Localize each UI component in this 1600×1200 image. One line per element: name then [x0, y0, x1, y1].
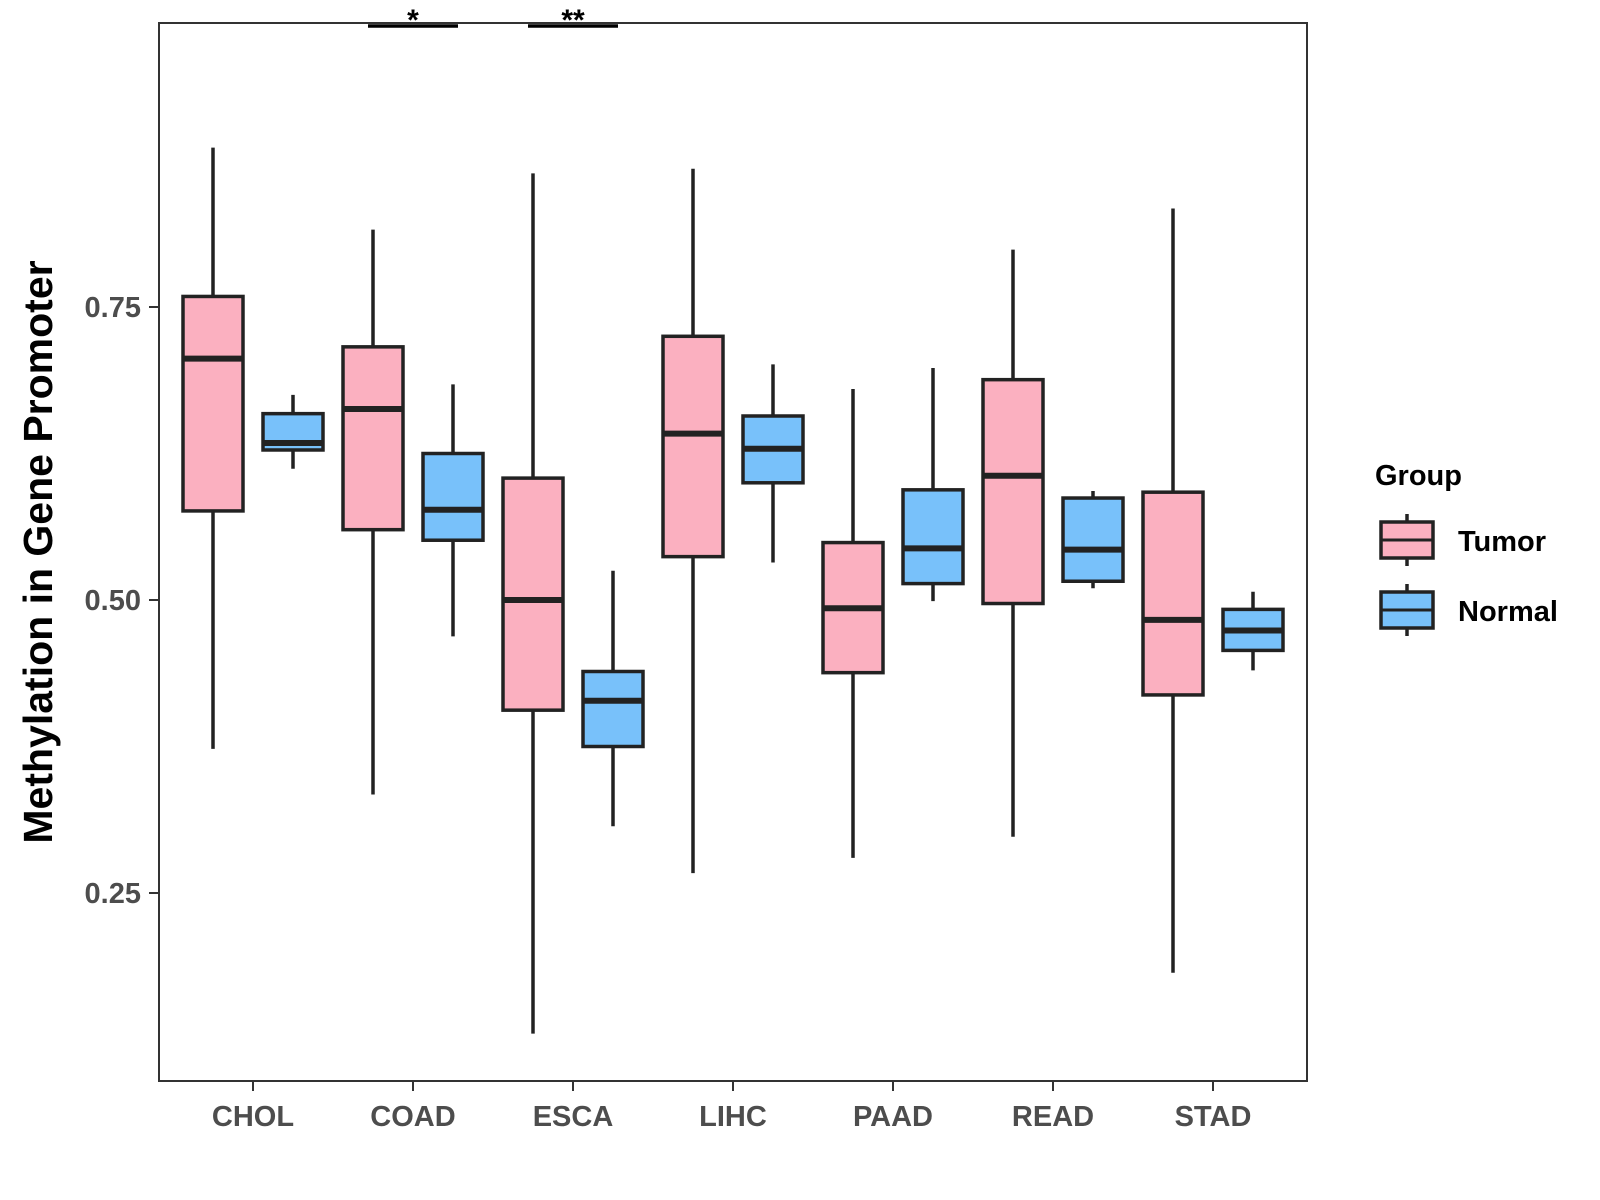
iqr-box-tumor-stad [1141, 490, 1205, 697]
iqr-box-normal-paad [901, 488, 965, 586]
iqr-box-tumor-lihc [661, 334, 725, 559]
x-tick-label: READ [1012, 1101, 1094, 1133]
x-axis: CHOL COAD ESCA LIHC PAAD READ STAD [212, 1081, 1251, 1133]
box-normal-paad [901, 367, 965, 602]
significance-label: * [407, 4, 419, 37]
box-tumor-coad [341, 229, 405, 795]
significance-esca: ** [528, 4, 618, 37]
x-tick-label: LIHC [699, 1101, 767, 1133]
iqr-box-tumor-read [981, 377, 1045, 606]
iqr-box-tumor-chol [181, 294, 245, 513]
plot-marks: * ** [181, 4, 1285, 1034]
x-tick-label: ESCA [533, 1101, 614, 1133]
y-axis: 0.25 0.50 0.75 [85, 292, 159, 910]
iqr-box-normal-read [1061, 496, 1125, 583]
legend: Group Tumor Normal [1375, 460, 1558, 636]
box-tumor-esca [501, 173, 565, 1034]
box-normal-lihc [741, 364, 805, 563]
series-normal [261, 364, 1285, 827]
legend-key-tumor [1379, 514, 1435, 566]
x-tick-label: CHOL [212, 1101, 294, 1133]
significance-coad: * [368, 4, 458, 37]
y-tick-label: 0.75 [85, 292, 141, 324]
significance-label: ** [561, 4, 585, 37]
series-tumor [181, 147, 1205, 1034]
box-tumor-chol [181, 147, 245, 749]
y-tick-label: 0.50 [85, 585, 141, 617]
legend-key-normal [1379, 584, 1435, 636]
box-normal-read [1061, 491, 1125, 589]
legend-item-tumor: Tumor [1379, 514, 1546, 566]
y-axis-title: Methylation in Gene Promoter [15, 260, 61, 843]
x-tick-label: COAD [370, 1101, 455, 1133]
legend-title: Group [1375, 460, 1462, 492]
box-normal-coad [421, 384, 485, 637]
box-tumor-lihc [661, 168, 725, 874]
box-normal-stad [1221, 591, 1285, 671]
legend-label-normal: Normal [1458, 596, 1558, 628]
iqr-box-normal-esca [581, 669, 645, 749]
box-tumor-paad [821, 389, 885, 858]
box-tumor-stad [1141, 208, 1205, 973]
legend-item-normal: Normal [1379, 584, 1558, 636]
iqr-box-tumor-coad [341, 345, 405, 532]
box-tumor-read [981, 249, 1045, 837]
box-normal-chol [261, 394, 325, 469]
legend-label-tumor: Tumor [1458, 526, 1546, 558]
iqr-box-normal-coad [421, 451, 485, 542]
box-normal-esca [581, 570, 645, 827]
y-tick-label: 0.25 [85, 878, 141, 910]
x-tick-label: PAAD [853, 1101, 933, 1133]
x-tick-label: STAD [1175, 1101, 1252, 1133]
iqr-box-tumor-esca [501, 476, 565, 712]
